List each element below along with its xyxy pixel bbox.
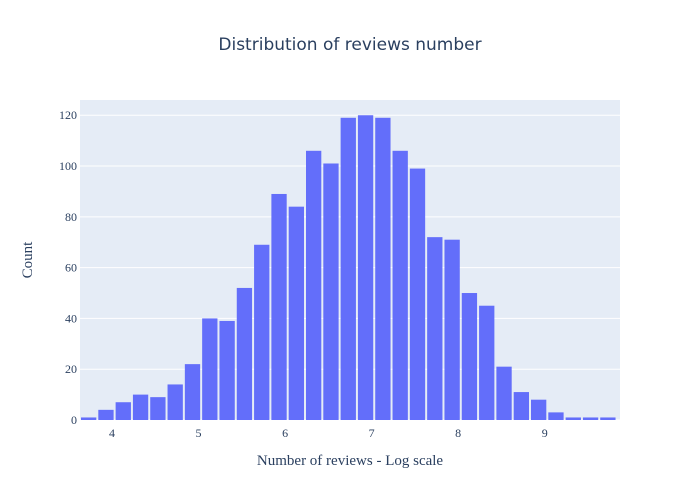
histogram-bar	[150, 397, 166, 420]
x-tick-labels: 4 5 6 7 8 9	[109, 426, 548, 440]
x-axis-title: Number of reviews - Log scale	[257, 453, 444, 469]
x-tick-label: 4	[109, 426, 115, 440]
histogram-bar	[600, 417, 616, 420]
histogram-bar	[202, 318, 218, 420]
histogram-bar	[392, 150, 408, 421]
chart-title: Distribution of reviews number	[218, 35, 481, 55]
x-tick-label: 8	[455, 426, 461, 440]
x-tick-label: 7	[369, 426, 375, 440]
bars	[81, 115, 616, 421]
histogram-bar	[531, 399, 547, 420]
histogram-bar	[375, 117, 391, 421]
histogram-bar	[548, 412, 564, 420]
y-tick-label: 120	[59, 108, 77, 122]
histogram-bar	[409, 168, 426, 420]
histogram-bar	[98, 409, 114, 420]
histogram-bar	[461, 293, 478, 420]
histogram-bar	[357, 115, 374, 420]
y-tick-label: 20	[65, 362, 77, 376]
histogram-bar	[582, 417, 599, 420]
y-tick-labels: 0 20 40 60 80 100 120	[59, 108, 77, 427]
histogram-bar	[323, 163, 339, 420]
histogram-bar	[427, 237, 443, 420]
y-axis-title: Count	[20, 241, 36, 279]
y-tick-label: 0	[71, 413, 77, 427]
histogram-bar	[81, 417, 97, 420]
histogram-bar	[167, 384, 183, 420]
histogram-bar	[236, 287, 253, 420]
histogram-bar	[254, 244, 270, 420]
histogram-bar	[565, 417, 581, 420]
histogram-bar	[479, 305, 495, 420]
histogram-bar	[340, 117, 356, 421]
histogram-bar	[496, 366, 512, 420]
histogram-bar	[513, 392, 529, 420]
histogram-bar	[288, 206, 304, 420]
histogram-bar	[184, 364, 201, 420]
y-tick-label: 80	[65, 210, 77, 224]
histogram-bar	[306, 150, 322, 421]
x-tick-label: 6	[282, 426, 288, 440]
histogram-bar	[271, 193, 287, 420]
x-tick-label: 5	[196, 426, 202, 440]
histogram-bar	[115, 402, 131, 420]
y-tick-label: 40	[65, 311, 77, 325]
histogram-bar	[219, 320, 235, 420]
y-tick-label: 100	[59, 159, 77, 173]
histogram-bar	[132, 394, 149, 420]
x-tick-label: 9	[542, 426, 548, 440]
histogram-bar	[444, 239, 460, 420]
y-tick-label: 60	[65, 261, 77, 275]
